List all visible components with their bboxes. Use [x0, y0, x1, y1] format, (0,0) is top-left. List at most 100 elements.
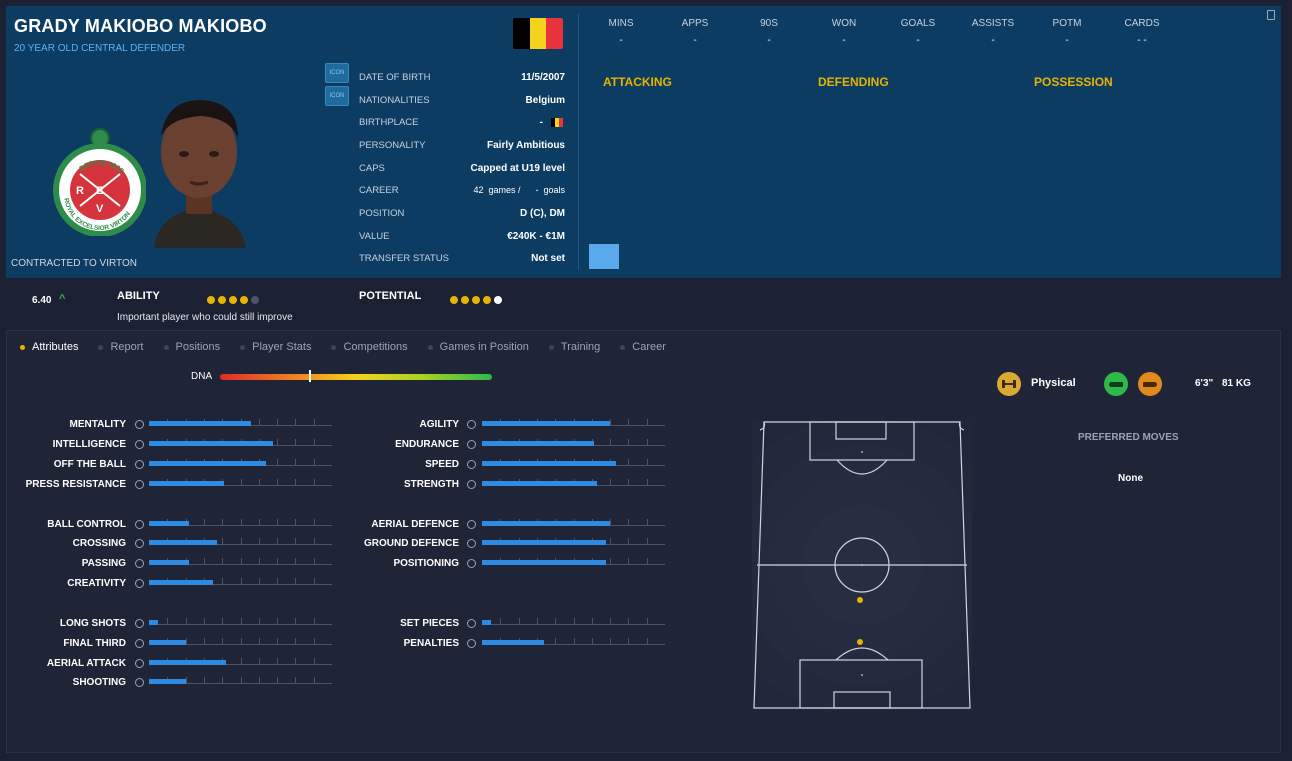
ability-description: Important player who could still improve — [117, 312, 293, 323]
attribute-label: SET PIECES — [400, 618, 459, 629]
attribute-label: PRESS RESISTANCE — [25, 479, 126, 490]
ability-stars — [207, 291, 262, 309]
highlight-block[interactable] — [589, 244, 619, 269]
position-marker-dm — [857, 597, 863, 603]
attribute-type-icon — [467, 639, 476, 648]
attribute-bar — [149, 578, 332, 586]
attribute-label: INTELLIGENCE — [52, 439, 126, 450]
info-nationalities: NATIONALITIES Belgium — [359, 95, 565, 106]
star-icon — [229, 296, 237, 304]
attribute-label: FINAL THIRD — [63, 638, 126, 649]
position-marker-dc — [857, 639, 863, 645]
attribute-bar — [149, 558, 332, 566]
player-subtitle: 20 YEAR OLD CENTRAL DEFENDER — [14, 43, 186, 54]
info-birthplace: BIRTHPLACE - — [359, 117, 565, 135]
tab-label: Report — [110, 341, 144, 353]
attribute-label: CREATIVITY — [67, 578, 126, 589]
attribute-bar — [149, 538, 332, 546]
attribute-bar — [149, 677, 332, 685]
attribute-type-icon — [467, 559, 476, 568]
attribute-type-icon — [135, 520, 144, 529]
tab-positions[interactable]: Positions — [163, 341, 221, 353]
attribute-label: PASSING — [81, 558, 126, 569]
attribute-label: CROSSING — [72, 538, 126, 549]
star-icon — [240, 296, 248, 304]
header-divider — [578, 14, 579, 270]
attribute-bar-fill — [149, 441, 274, 446]
preferred-moves-title: PREFERRED MOVES — [1078, 432, 1179, 443]
player-action-button[interactable]: ICON — [325, 86, 349, 106]
info-value: VALUE €240K - €1M — [359, 231, 565, 242]
attribute-bar-fill — [149, 521, 190, 526]
stat-90s: 90S - — [760, 18, 778, 46]
star-icon — [207, 296, 215, 304]
tab-attributes[interactable]: Attributes — [20, 341, 78, 353]
potential-label: POTENTIAL — [359, 290, 422, 302]
attribute-bar — [149, 618, 332, 626]
badge-letter-r: R — [76, 185, 84, 197]
tab-bullet-icon — [20, 344, 25, 350]
attribute-bar — [149, 658, 332, 666]
attribute-label: AERIAL ATTACK — [46, 658, 126, 669]
attributes-panel — [6, 330, 1281, 753]
attribute-type-icon — [135, 460, 144, 469]
attribute-bar — [149, 479, 332, 487]
attribute-bar — [482, 538, 665, 546]
club-badge: R E V DEPUIS 1922 ROYAL EXCELSIOR VIRTON — [52, 124, 148, 237]
ability-label: ABILITY — [117, 290, 160, 302]
star-icon — [483, 296, 491, 304]
attribute-label: SHOOTING — [72, 677, 126, 688]
attribute-bar-fill — [149, 580, 214, 585]
tab-bullet-icon — [163, 344, 169, 350]
tab-player-stats[interactable]: Player Stats — [240, 341, 311, 353]
attribute-label: GROUND DEFENCE — [363, 538, 459, 549]
attribute-type-icon — [467, 480, 476, 489]
tab-label: Training — [560, 341, 601, 353]
attribute-bar-fill — [149, 461, 267, 466]
attribute-bar-fill — [482, 521, 611, 526]
attribute-type-icon — [467, 420, 476, 429]
attribute-type-icon — [135, 639, 144, 648]
tab-career[interactable]: Career — [620, 341, 666, 353]
player-name: GRADY MAKIOBO MAKIOBO — [14, 16, 267, 36]
attribute-bar-fill — [482, 540, 607, 545]
stat-mins: MINS - — [608, 18, 634, 46]
flag-stripe — [513, 18, 530, 49]
info-date-of-birth: DATE OF BIRTH 11/5/2007 — [359, 72, 565, 83]
player-height: 6'3" — [1195, 378, 1214, 389]
stat-assists: ASSISTS - — [971, 18, 1015, 46]
tab-report[interactable]: Report — [98, 341, 144, 353]
tab-bullet-icon — [620, 344, 626, 350]
boot-left-icon — [1104, 372, 1128, 396]
tab-bullet-icon — [427, 344, 433, 350]
attribute-label: SPEED — [425, 459, 459, 470]
attribute-type-icon — [135, 440, 144, 449]
flag-stripe — [546, 18, 563, 49]
player-action-button[interactable]: ICON — [325, 63, 349, 83]
attribute-label: STRENGTH — [404, 479, 459, 490]
attribute-bar — [482, 558, 665, 566]
attribute-type-icon — [135, 559, 144, 568]
attribute-label: POSITIONING — [393, 558, 459, 569]
star-icon — [218, 296, 226, 304]
attribute-bar-fill — [149, 481, 225, 486]
tab-bullet-icon — [98, 344, 104, 350]
attribute-bar — [149, 519, 332, 527]
attribute-bar — [482, 439, 665, 447]
preferred-moves-value: None — [1118, 473, 1143, 484]
dumbbell-icon — [997, 372, 1021, 396]
tab-label: Positions — [175, 341, 221, 353]
attribute-bar-fill — [482, 560, 607, 565]
tab-label: Attributes — [32, 341, 79, 353]
tab-competitions[interactable]: Competitions — [331, 341, 408, 353]
dna-label: DNA — [191, 371, 213, 382]
tab-training[interactable]: Training — [548, 341, 601, 353]
attribute-bar — [482, 479, 665, 487]
section-defending: DEFENDING — [818, 75, 889, 89]
menu-icon[interactable] — [1267, 10, 1275, 20]
trend-up-icon: ^ — [59, 293, 66, 305]
stat-won: WON - — [831, 18, 857, 46]
attribute-type-icon — [467, 440, 476, 449]
tab-games-in-position[interactable]: Games in Position — [427, 341, 529, 353]
info-personality: PERSONALITY Fairly Ambitious — [359, 140, 565, 151]
